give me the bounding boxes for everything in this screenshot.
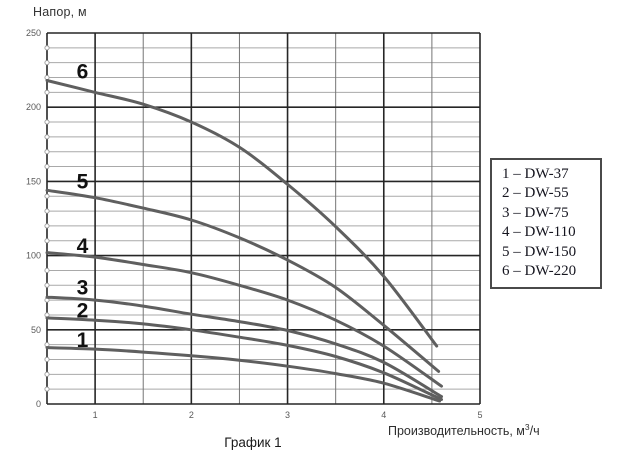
x-tick-label: 4 bbox=[381, 410, 386, 420]
axis-tick-circle bbox=[44, 238, 50, 244]
legend-item: 3 – DW-75 bbox=[502, 204, 569, 221]
axis-tick-circle bbox=[44, 45, 50, 51]
x-axis-title-suffix: /ч bbox=[529, 424, 540, 438]
curve-number-label-3: 3 bbox=[77, 277, 89, 300]
curve-number-label-2: 2 bbox=[77, 300, 89, 323]
curve-DW-220 bbox=[45, 79, 439, 348]
legend-item: 6 – DW-220 bbox=[502, 263, 577, 280]
axis-tick-circle bbox=[44, 356, 50, 363]
legend-item: 4 – DW-110 bbox=[502, 224, 576, 241]
x-tick-label: 2 bbox=[189, 410, 194, 420]
axis-tick-circle bbox=[44, 371, 50, 377]
curve-number-label-5: 5 bbox=[77, 170, 89, 193]
y-tick-label: 0 bbox=[36, 399, 41, 409]
axis-tick-circle bbox=[44, 267, 50, 273]
axis-tick-circle bbox=[44, 149, 50, 155]
legend-item: 2 – DW-55 bbox=[502, 185, 569, 202]
axis-tick-circle bbox=[44, 386, 50, 392]
curve-number-label-6: 6 bbox=[77, 61, 89, 84]
axis-tick-circle bbox=[44, 282, 50, 288]
legend-item: 5 – DW-150 bbox=[502, 243, 577, 260]
axis-tick-circle bbox=[44, 89, 50, 95]
axis-tick-circle bbox=[44, 60, 50, 66]
x-axis-title: Производительность, м3/ч bbox=[388, 421, 540, 438]
curve-DW-75 bbox=[45, 295, 443, 399]
x-tick-label: 1 bbox=[93, 410, 98, 420]
curve-DW-150 bbox=[45, 188, 441, 373]
y-tick-label: 50 bbox=[31, 325, 41, 335]
y-tick-label: 150 bbox=[26, 176, 41, 186]
axis-tick-circle bbox=[44, 208, 50, 214]
curve-number-label-1: 1 bbox=[77, 329, 89, 352]
x-axis-title-sup: 3 bbox=[524, 421, 530, 432]
y-axis-title: Напор, м bbox=[33, 5, 87, 19]
legend-box: 1 – DW-37 2 – DW-55 3 – DW-75 4 – DW-110 5 –… bbox=[490, 158, 602, 290]
curve-DW-55 bbox=[45, 316, 443, 401]
y-tick-label: 200 bbox=[26, 102, 41, 112]
x-axis-title-text: Производительность, м bbox=[388, 424, 525, 438]
axis-tick-circle bbox=[44, 193, 50, 199]
x-tick-label: 5 bbox=[477, 410, 482, 420]
chart-caption: График 1 bbox=[224, 435, 282, 450]
curve-number-label-4: 4 bbox=[77, 235, 89, 258]
axis-tick-circle bbox=[44, 119, 50, 125]
axis-tick-circle bbox=[44, 223, 50, 229]
y-tick-label: 100 bbox=[26, 251, 41, 261]
axis-tick-circle bbox=[44, 134, 50, 140]
y-tick-label: 250 bbox=[26, 28, 41, 38]
x-tick-label: 3 bbox=[285, 410, 290, 420]
axis-tick-circle bbox=[44, 164, 50, 170]
curve-DW-37 bbox=[45, 346, 442, 403]
axis-tick-circle bbox=[44, 74, 50, 81]
curve-DW-110 bbox=[45, 251, 443, 388]
legend-item: 1 – DW-37 bbox=[502, 166, 569, 182]
